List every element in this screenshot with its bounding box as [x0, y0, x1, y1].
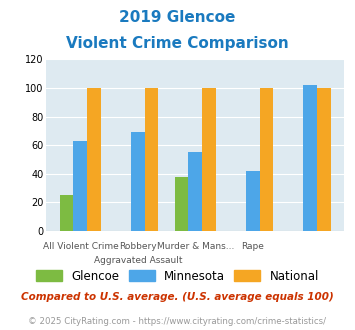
Bar: [260, 88, 273, 231]
Bar: [87, 88, 101, 231]
Bar: [189, 152, 202, 231]
Text: Compared to U.S. average. (U.S. average equals 100): Compared to U.S. average. (U.S. average …: [21, 292, 334, 302]
Text: Murder & Mans...: Murder & Mans...: [157, 242, 234, 251]
Text: © 2025 CityRating.com - https://www.cityrating.com/crime-statistics/: © 2025 CityRating.com - https://www.city…: [28, 317, 327, 326]
Bar: [303, 85, 317, 231]
Bar: [317, 88, 331, 231]
Text: Violent Crime Comparison: Violent Crime Comparison: [66, 36, 289, 51]
Text: 2019 Glencoe: 2019 Glencoe: [119, 10, 236, 25]
Text: Rape: Rape: [241, 242, 264, 251]
Text: Robbery: Robbery: [119, 242, 157, 251]
Bar: [73, 141, 87, 231]
Bar: [202, 88, 216, 231]
Text: All Violent Crime: All Violent Crime: [43, 242, 118, 251]
Bar: [246, 171, 260, 231]
Bar: [60, 195, 73, 231]
Bar: [175, 177, 189, 231]
Bar: [131, 132, 145, 231]
Text: Aggravated Assault: Aggravated Assault: [94, 256, 182, 265]
Bar: [145, 88, 158, 231]
Legend: Glencoe, Minnesota, National: Glencoe, Minnesota, National: [31, 265, 324, 287]
